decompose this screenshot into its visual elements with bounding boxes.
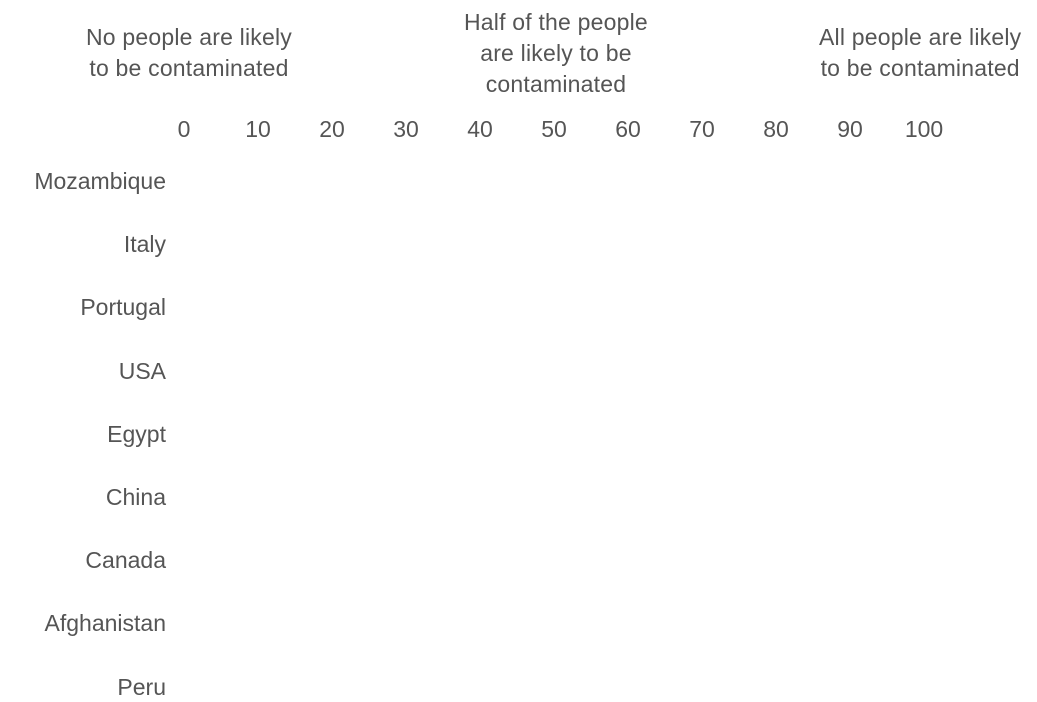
category-label: China bbox=[105, 484, 166, 510]
annotation-line: All people are likely bbox=[819, 24, 1022, 50]
annotation-line: No people are likely bbox=[86, 24, 293, 50]
category-label: Canada bbox=[85, 547, 166, 574]
x-tick-label: 0 bbox=[177, 116, 191, 142]
x-tick-label: 50 bbox=[541, 116, 567, 142]
annotation-line: are likely to be bbox=[480, 40, 632, 66]
x-tick-label: 10 bbox=[245, 116, 271, 142]
category-label: Egypt bbox=[107, 420, 166, 447]
x-tick-label: 90 bbox=[837, 116, 863, 142]
x-tick-label: 100 bbox=[904, 116, 944, 142]
x-tick-label: 30 bbox=[393, 116, 419, 142]
annotation-line: to be contaminated bbox=[820, 55, 1020, 81]
category-label: Italy bbox=[123, 231, 166, 258]
category-label: Portugal bbox=[80, 294, 166, 321]
category-label: Peru bbox=[117, 673, 166, 700]
annotation-line: to be contaminated bbox=[89, 55, 289, 81]
category-label: USA bbox=[118, 357, 166, 384]
x-tick-label: 80 bbox=[763, 116, 789, 142]
annotation-2: All people are likely to be contaminated bbox=[819, 22, 1021, 84]
x-tick-label: 40 bbox=[467, 116, 493, 142]
annotation-line: contaminated bbox=[485, 71, 627, 97]
category-label: Mozambique bbox=[34, 168, 166, 194]
annotation-line: Half of the people bbox=[464, 9, 648, 35]
category-label: Afghanistan bbox=[44, 610, 166, 637]
x-tick-label: 60 bbox=[615, 116, 641, 142]
annotation-1: Half of the people are likely to be contam… bbox=[464, 7, 648, 100]
annotation-0: No people are likely to be contaminated bbox=[86, 22, 292, 84]
x-tick-label: 20 bbox=[319, 116, 345, 142]
x-tick-label: 70 bbox=[689, 116, 715, 142]
